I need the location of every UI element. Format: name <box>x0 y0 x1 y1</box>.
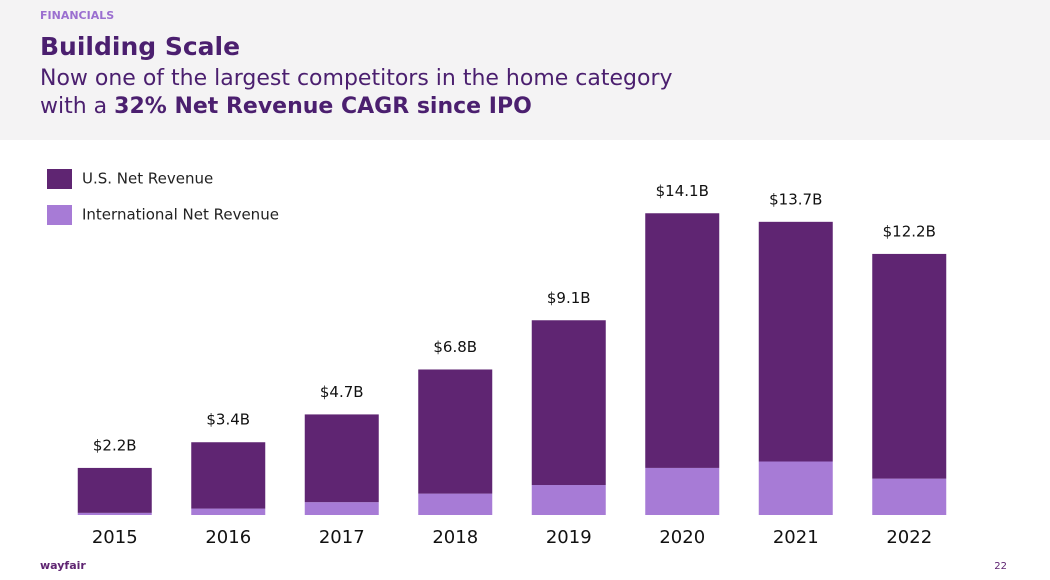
legend-swatch <box>47 205 72 225</box>
section-label: FINANCIALS <box>40 9 114 22</box>
bar-segment <box>191 442 266 509</box>
x-tick-label: 2022 <box>886 527 932 548</box>
total-label: $2.2B <box>93 436 137 454</box>
total-label: $9.1B <box>547 289 591 307</box>
bar-segment <box>872 253 947 479</box>
x-tick-label: 2015 <box>92 527 138 548</box>
x-tick-label: 2016 <box>205 527 251 548</box>
bar-segment <box>418 493 493 515</box>
total-label: $14.1B <box>656 182 709 200</box>
bar-segment <box>191 508 266 515</box>
legend-label: U.S. Net Revenue <box>82 170 213 188</box>
total-label: $6.8B <box>433 338 477 356</box>
bar-segment <box>531 320 606 486</box>
logo: wayfair <box>40 559 86 572</box>
bar-segment <box>872 478 947 515</box>
x-tick-label: 2021 <box>773 527 819 548</box>
bar-segment <box>304 414 379 503</box>
subtitle: with a 32% Net Revenue CAGR since IPO <box>40 94 532 119</box>
bar-segment <box>645 213 720 468</box>
total-label: $4.7B <box>320 383 364 401</box>
legend-label: International Net Revenue <box>82 206 279 224</box>
subtitle-bold: 32% Net Revenue CAGR since IPO <box>114 94 532 119</box>
bar-segment <box>304 502 379 515</box>
title: Building Scale <box>40 32 240 61</box>
bar-segment <box>645 467 720 515</box>
x-tick-label: 2019 <box>546 527 592 548</box>
legend-swatch <box>47 169 72 189</box>
page-number: 22 <box>994 561 1007 572</box>
x-tick-label: 2020 <box>659 527 705 548</box>
x-tick-label: 2018 <box>432 527 478 548</box>
bar-segment <box>758 461 833 515</box>
bar-segment <box>418 369 493 494</box>
header-band <box>0 0 1050 140</box>
total-label: $3.4B <box>206 411 250 429</box>
subtitle: Now one of the largest competitors in th… <box>40 66 673 91</box>
total-label: $13.7B <box>769 190 822 208</box>
bar-segment <box>758 221 833 462</box>
total-label: $12.2B <box>883 222 936 240</box>
subtitle-prefix: with a <box>40 94 107 119</box>
bar-segment <box>531 485 606 515</box>
bar-segment <box>77 512 152 515</box>
x-tick-label: 2017 <box>319 527 365 548</box>
bar-segment <box>77 467 152 513</box>
